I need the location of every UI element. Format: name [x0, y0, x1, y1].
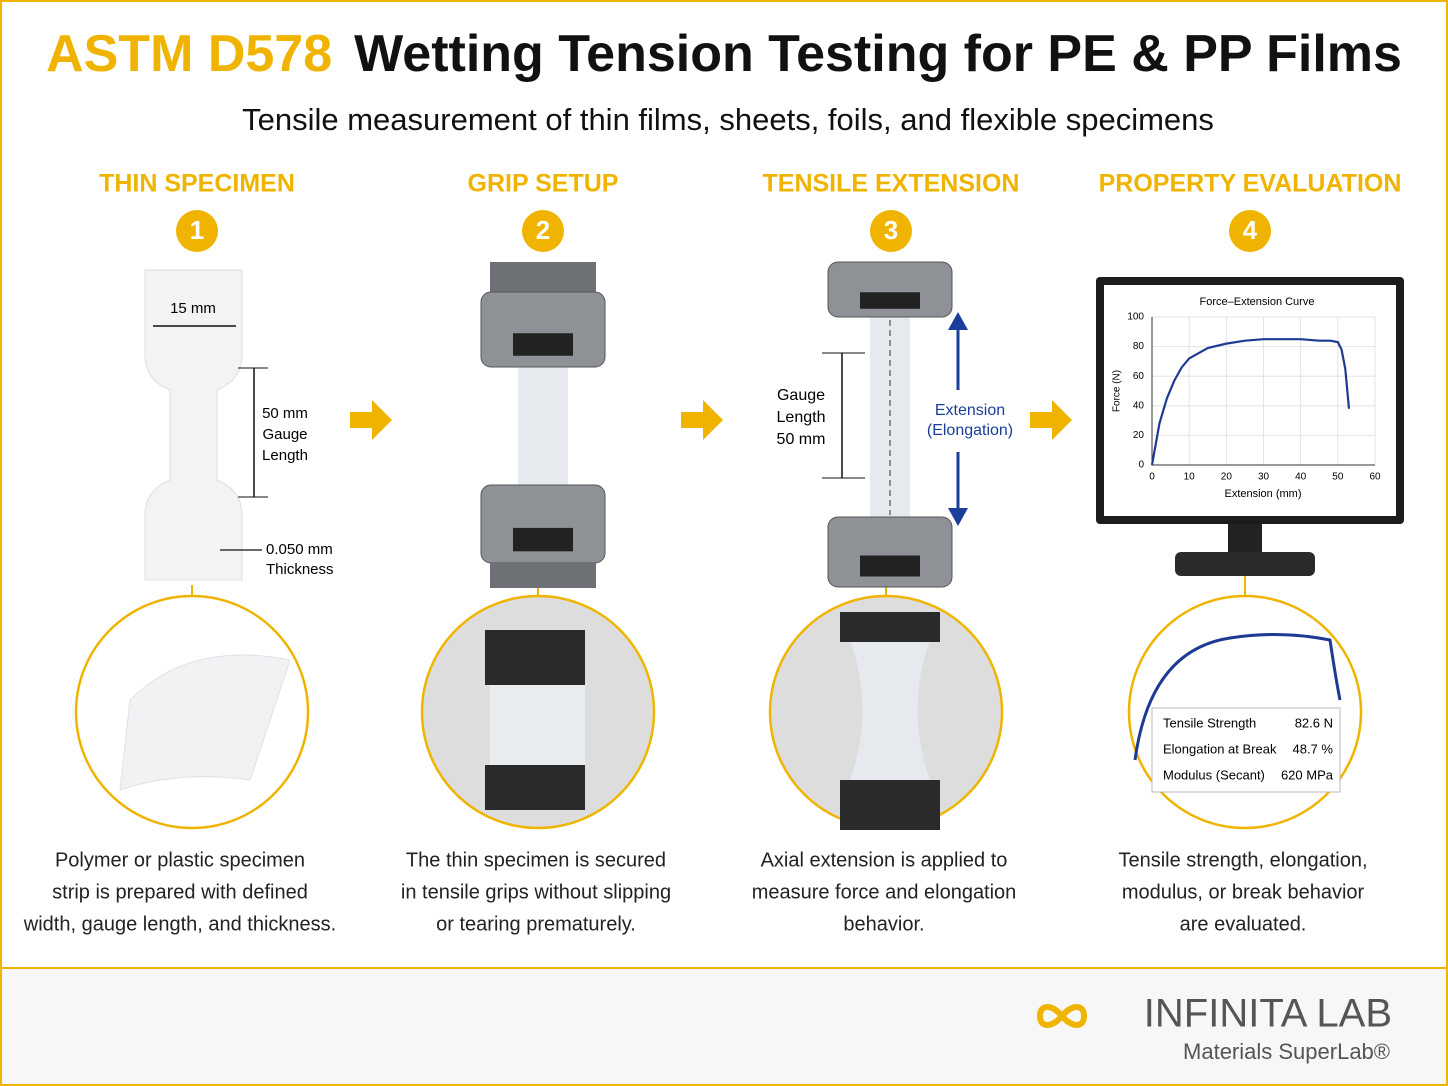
- y-tick-label: 60: [1133, 371, 1145, 382]
- dim-label: Thickness: [266, 561, 334, 578]
- specimen: [144, 269, 243, 581]
- zoom-curve: [1133, 632, 1342, 761]
- dim-label: Length: [777, 409, 826, 426]
- step-number: 1: [190, 215, 204, 245]
- grip-body: [480, 291, 606, 368]
- result-value: 620 MPa: [1281, 767, 1334, 782]
- y-axis-label: Force (N): [1112, 370, 1123, 412]
- dim-label: 50 mm: [262, 405, 308, 422]
- y-tick-label: 20: [1133, 430, 1145, 441]
- film-closeup: [490, 680, 585, 770]
- step-title: THIN SPECIMEN: [99, 170, 295, 198]
- step-arrow: [681, 400, 723, 440]
- chart-title: Force–Extension Curve: [1200, 296, 1315, 308]
- arrow-head: [948, 312, 968, 330]
- grip-body: [827, 516, 953, 588]
- grip-jaw: [840, 780, 940, 830]
- title-text: Wetting Tension Testing for PE & PP Film…: [354, 25, 1402, 83]
- results-box: [1151, 707, 1341, 793]
- step-arrow: [350, 400, 392, 440]
- step-number: 4: [1243, 215, 1258, 245]
- x-tick-label: 10: [1184, 472, 1196, 483]
- arrow-label: Extension: [935, 402, 1005, 419]
- monitor-base: [1175, 552, 1315, 576]
- x-tick-label: 40: [1295, 472, 1307, 483]
- grip-jaw: [513, 527, 573, 552]
- step-badge: [176, 210, 218, 252]
- step-caption: The thin specimen is secured: [406, 849, 666, 871]
- step-caption: strip is prepared with defined: [52, 881, 308, 903]
- arrow-label: (Elongation): [927, 422, 1013, 439]
- step-badge: [870, 210, 912, 252]
- grip-jaw: [840, 612, 940, 642]
- dim-label: Gauge: [777, 387, 825, 404]
- step-number: 3: [884, 215, 898, 245]
- step-arrow: [1030, 400, 1072, 440]
- x-tick-label: 30: [1258, 472, 1270, 483]
- dim-label: Length: [262, 447, 308, 464]
- step-caption: behavior.: [843, 913, 924, 935]
- arrow-head: [948, 508, 968, 526]
- x-tick-label: 20: [1221, 472, 1233, 483]
- y-tick-label: 100: [1127, 312, 1144, 323]
- result-value: 48.7 %: [1293, 741, 1334, 756]
- x-tick-label: 60: [1369, 472, 1381, 483]
- step-caption: measure force and elongation: [752, 881, 1017, 903]
- title-code: ASTM D578: [46, 25, 332, 83]
- step-title: TENSILE EXTENSION: [763, 170, 1020, 198]
- grip-jaw: [485, 765, 585, 810]
- subtitle: Tensile measurement of thin films, sheet…: [242, 102, 1214, 137]
- brand-tagline: Materials SuperLab®: [1183, 1039, 1390, 1064]
- brand-logo: [1036, 1004, 1088, 1028]
- x-tick-label: 0: [1149, 472, 1155, 483]
- dim-label: 50 mm: [777, 431, 826, 448]
- machine-rod: [490, 563, 596, 588]
- result-label: Elongation at Break: [1163, 741, 1277, 756]
- grip-jaw: [860, 292, 920, 309]
- footer-bg: [2, 969, 1446, 1084]
- step-caption: or tearing prematurely.: [436, 913, 636, 935]
- dim-label: Gauge: [262, 426, 307, 443]
- y-tick-label: 40: [1133, 400, 1145, 411]
- step-title: GRIP SETUP: [468, 170, 619, 198]
- step-caption: are evaluated.: [1180, 913, 1307, 935]
- result-value: 82.6 N: [1295, 715, 1333, 730]
- data-line: [1150, 338, 1351, 466]
- result-label: Modulus (Secant): [1163, 767, 1265, 782]
- result-label: Tensile Strength: [1163, 715, 1256, 730]
- dim-label: 0.050 mm: [266, 541, 333, 558]
- step-caption: Axial extension is applied to: [761, 849, 1008, 871]
- step-badge: [522, 210, 564, 252]
- dim-label: 15 mm: [170, 300, 216, 317]
- step-caption: Polymer or plastic specimen: [55, 849, 305, 871]
- step-caption: Tensile strength, elongation,: [1118, 849, 1367, 871]
- monitor-neck: [1228, 524, 1262, 554]
- brand-name: INFINITA LAB: [1144, 992, 1392, 1036]
- film-closeup: [119, 654, 291, 791]
- x-axis-label: Extension (mm): [1224, 488, 1301, 500]
- screen: [1104, 285, 1396, 516]
- step-caption: width, gauge length, and thickness.: [23, 913, 336, 935]
- grip-jaw: [485, 630, 585, 685]
- step-caption: in tensile grips without slipping: [401, 881, 671, 903]
- y-tick-label: 80: [1133, 341, 1145, 352]
- step-number: 2: [536, 215, 550, 245]
- machine-rod: [490, 262, 596, 292]
- grip-jaw: [860, 555, 920, 577]
- y-tick-label: 0: [1138, 460, 1144, 471]
- x-tick-label: 50: [1332, 472, 1344, 483]
- step-caption: modulus, or break behavior: [1122, 881, 1365, 903]
- step-title: PROPERTY EVALUATION: [1099, 170, 1402, 198]
- step-badge: [1229, 210, 1271, 252]
- main-title: ASTM D578 Wetting Tension Testing for PE …: [46, 25, 1402, 83]
- grip-body: [827, 261, 953, 318]
- grip-jaw: [513, 333, 573, 356]
- film-closeup: [850, 640, 930, 780]
